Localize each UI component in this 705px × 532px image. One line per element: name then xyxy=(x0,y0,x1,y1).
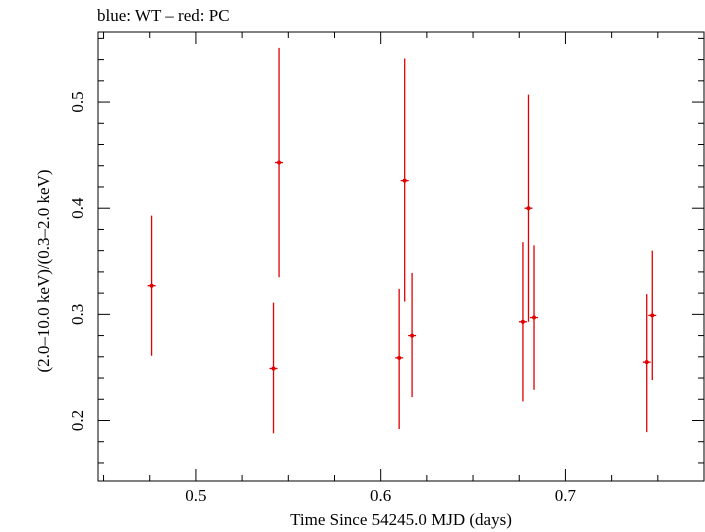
x-tick-label: 0.5 xyxy=(185,486,206,505)
point-dot xyxy=(410,333,415,338)
data-point xyxy=(269,302,278,434)
plot-frame xyxy=(97,31,705,482)
x-tick-label: 0.6 xyxy=(370,486,391,505)
x-axis-label: Time Since 54245.0 MJD (days) xyxy=(290,510,512,529)
point-dot xyxy=(532,315,537,320)
data-point xyxy=(400,58,409,302)
point-dot xyxy=(402,178,407,183)
axis-ticks: 0.5 0.6 0.7 0.2 0.3 0.4 0.5 xyxy=(68,32,705,505)
y-tick-label: 0.2 xyxy=(68,410,87,431)
point-dot xyxy=(650,313,655,318)
point-dot xyxy=(277,160,282,165)
y-tick-label: 0.4 xyxy=(68,197,87,219)
point-dot xyxy=(149,283,154,288)
y-tick-label: 0.5 xyxy=(68,91,87,112)
data-point xyxy=(530,245,539,390)
data-point xyxy=(648,250,657,381)
data-point xyxy=(524,94,533,322)
y-tick-label: 0.3 xyxy=(68,304,87,325)
point-dot xyxy=(397,355,402,360)
point-dot xyxy=(526,206,531,211)
y-axis-label: (2.0–10.0 keV)/(0.3–2.0 keV) xyxy=(34,169,53,373)
point-dot xyxy=(520,319,525,324)
data-points xyxy=(147,47,657,434)
data-point xyxy=(395,288,404,429)
x-tick-label: 0.7 xyxy=(555,486,577,505)
data-point xyxy=(408,272,417,398)
data-point xyxy=(642,294,651,433)
point-dot xyxy=(271,366,276,371)
data-point xyxy=(518,242,527,402)
point-dot xyxy=(644,360,649,365)
data-point xyxy=(275,47,284,278)
data-point xyxy=(147,215,156,356)
chart-title: blue: WT – red: PC xyxy=(97,6,230,25)
